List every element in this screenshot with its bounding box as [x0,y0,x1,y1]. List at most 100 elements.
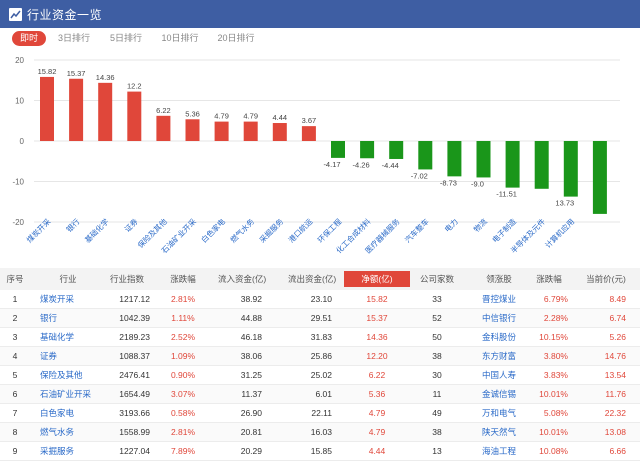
header-inflow[interactable]: 流入资金(亿) [218,274,267,284]
change-pct: 2.81% [170,427,196,437]
data-label: -4.17 [323,160,340,169]
table-row: 5 保险及其他 2476.41 0.90% 31.25 25.02 6.22 30 中国人寿 3.… [0,366,640,385]
inflow: 44.88 [240,313,262,323]
x-tick-label: 煤炭开采 [24,216,53,245]
bar [301,126,316,141]
row-index: 7 [12,408,18,418]
company-count: 50 [432,332,442,342]
industry-link[interactable]: 燃气水务 [40,427,75,437]
leading-stock-link[interactable]: 海油工程 [481,446,516,456]
x-tick-label: 基础化学 [82,216,111,245]
net-amount: 4.79 [368,427,386,437]
industry-link[interactable]: 石油矿业开采 [40,389,92,399]
bar [534,141,549,189]
bar [214,121,229,141]
header-change[interactable]: 涨跌幅 [170,274,196,284]
data-label: -4.26 [353,160,370,169]
inflow: 20.81 [240,427,262,437]
bar [69,78,84,141]
tab-instant[interactable]: 即时 [12,31,46,46]
x-tick-label: 汽车整车 [402,216,431,245]
outflow: 22.11 [311,408,332,418]
data-label: -7.02 [411,171,428,180]
x-tick-label: 物流 [471,216,489,234]
header-industry[interactable]: 行业 [59,274,77,284]
table-row: 1 煤炭开采 1217.12 2.81% 38.92 23.10 15.82 33 晋控煤业 6.… [0,290,640,309]
row-index: 6 [12,389,18,399]
net-flow-bar-chart: 20 10 0 -10 -20 15.82 煤炭开采 15.37 银行 14.36 基础化学 12.2… [12,56,620,255]
leading-stock-link[interactable]: 金科股份 [481,332,516,342]
tab-3day[interactable]: 3日排行 [57,33,90,43]
leading-stock-link[interactable]: 中信银行 [481,313,516,323]
y-tick-label: -20 [12,218,24,227]
header-index[interactable]: 序号 [6,274,24,284]
industry-link[interactable]: 煤炭开采 [40,294,75,304]
period-tabs: 即时 3日排行 5日排行 10日排行 20日排行 [0,31,640,49]
industry-index: 1558.99 [119,427,150,437]
bar [592,141,607,214]
net-amount: 12.20 [366,351,388,361]
leading-stock-link[interactable]: 万和电气 [481,408,516,418]
leading-change: 10.08% [539,446,568,456]
bar [272,123,287,141]
net-amount: 4.79 [368,408,386,418]
industry-link[interactable]: 证券 [40,351,58,361]
data-label: 5.36 [185,109,200,118]
industry-link[interactable]: 银行 [40,313,58,323]
company-count: 13 [432,446,442,456]
tab-20day[interactable]: 20日排行 [217,33,255,43]
leading-change: 3.83% [543,370,568,380]
change-pct: 2.52% [170,332,196,342]
leading-stock-link[interactable]: 晋控煤业 [481,294,516,304]
row-index: 3 [12,332,18,342]
header-industry-index[interactable]: 行业指数 [109,274,144,284]
leading-stock-link[interactable]: 金诚信锡 [481,389,516,399]
leading-change: 10.15% [539,332,568,342]
x-tick-label: 环保工程 [316,217,344,245]
chart-icon [9,7,22,21]
industry-link[interactable]: 基础化学 [40,332,75,342]
y-tick-label: 10 [15,97,24,106]
leading-stock-link[interactable]: 陕天然气 [481,427,516,437]
data-label: -11.51 [496,190,517,199]
data-label: -4.44 [382,161,399,170]
industry-link[interactable]: 保险及其他 [40,370,83,380]
leading-stock-link[interactable]: 中国人寿 [481,370,516,380]
industry-link[interactable]: 白色家电 [40,408,75,418]
data-label: 12.2 [127,82,142,91]
header-company-count[interactable]: 公司家数 [419,274,454,284]
x-tick-label: 电子制造 [490,216,519,245]
industry-index: 1654.49 [119,389,150,399]
x-tick-label: 白色家电 [199,216,228,245]
x-tick-label: 证券 [122,216,140,234]
data-label: 14.36 [96,73,115,82]
company-count: 38 [432,427,442,437]
outflow: 29.51 [310,313,332,323]
data-label: 13.73 [555,199,574,208]
industry-link[interactable]: 采掘服务 [40,446,75,456]
inflow: 38.06 [240,351,262,361]
table-row: 3 基础化学 2189.23 2.52% 46.18 31.83 14.36 50 金科股份 10… [0,328,640,347]
tab-5day[interactable]: 5日排行 [109,33,142,43]
leading-change: 2.28% [543,313,568,323]
bar [476,141,491,178]
net-amount: 15.37 [366,313,388,323]
header-price[interactable]: 当前价(元) [586,274,626,284]
x-tick-label: 港口航运 [286,216,315,245]
inflow: 46.18 [240,332,262,342]
data-label: -9.0 [471,179,484,188]
data-label: -8.73 [440,178,457,187]
y-tick-label: 0 [20,137,25,146]
tab-10day[interactable]: 10日排行 [161,33,199,43]
header-net[interactable]: 净额(亿) [344,271,410,287]
company-count: 33 [432,294,442,304]
header-leading-change[interactable]: 涨跌幅 [536,274,562,284]
x-tick-label: 电力 [442,216,460,234]
outflow: 23.10 [310,294,332,304]
header-outflow[interactable]: 流出资金(亿) [288,274,337,284]
leading-stock-link[interactable]: 东方财富 [481,351,516,361]
bar [418,141,433,170]
industry-index: 1042.39 [119,313,150,323]
row-index: 4 [12,351,18,361]
header-leading-stock[interactable]: 领涨股 [486,274,512,284]
